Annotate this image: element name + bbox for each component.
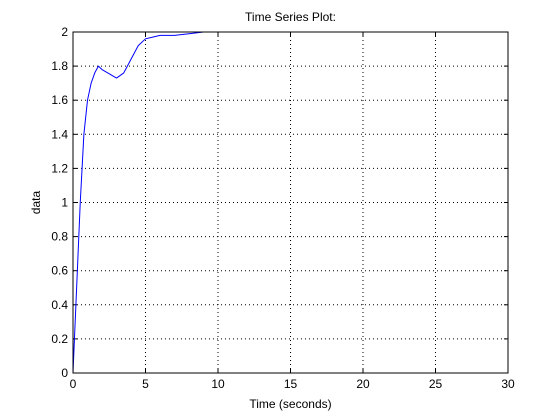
series-line (72, 31, 204, 374)
plot-area (73, 32, 508, 373)
y-tick-label: 1.4 (51, 127, 68, 141)
x-axis-label: Time (seconds) (249, 397, 331, 411)
plot-border (72, 31, 509, 374)
chart-title: Time Series Plot: (245, 10, 336, 24)
x-tick-label: 20 (356, 377, 370, 391)
y-tick-label: 1.2 (51, 161, 68, 175)
y-tick-label: 2 (61, 25, 68, 39)
grid-lines (73, 32, 508, 373)
tick-labels: 0 5 10 15 20 25 30 0 0.2 0.4 0.6 0.8 1 1.2 1.4 1.6 1.8 2 (51, 25, 515, 391)
x-tick-label: 10 (211, 377, 225, 391)
series-layer (72, 31, 204, 374)
y-tick-label: 1.8 (51, 59, 68, 73)
y-tick-label: 0.8 (51, 230, 68, 244)
x-tick-label: 0 (70, 377, 77, 391)
y-tick-label: 1 (61, 196, 68, 210)
y-tick-label: 0 (61, 366, 68, 380)
y-axis-label: data (29, 190, 43, 214)
y-tick-label: 1.6 (51, 93, 68, 107)
x-tick-label: 5 (142, 377, 149, 391)
y-tick-label: 0.6 (51, 264, 68, 278)
y-tick-label: 0.2 (51, 332, 68, 346)
x-tick-label: 25 (429, 377, 443, 391)
y-tick-label: 0.4 (51, 298, 68, 312)
x-tick-label: 30 (501, 377, 515, 391)
x-tick-label: 15 (284, 377, 298, 391)
